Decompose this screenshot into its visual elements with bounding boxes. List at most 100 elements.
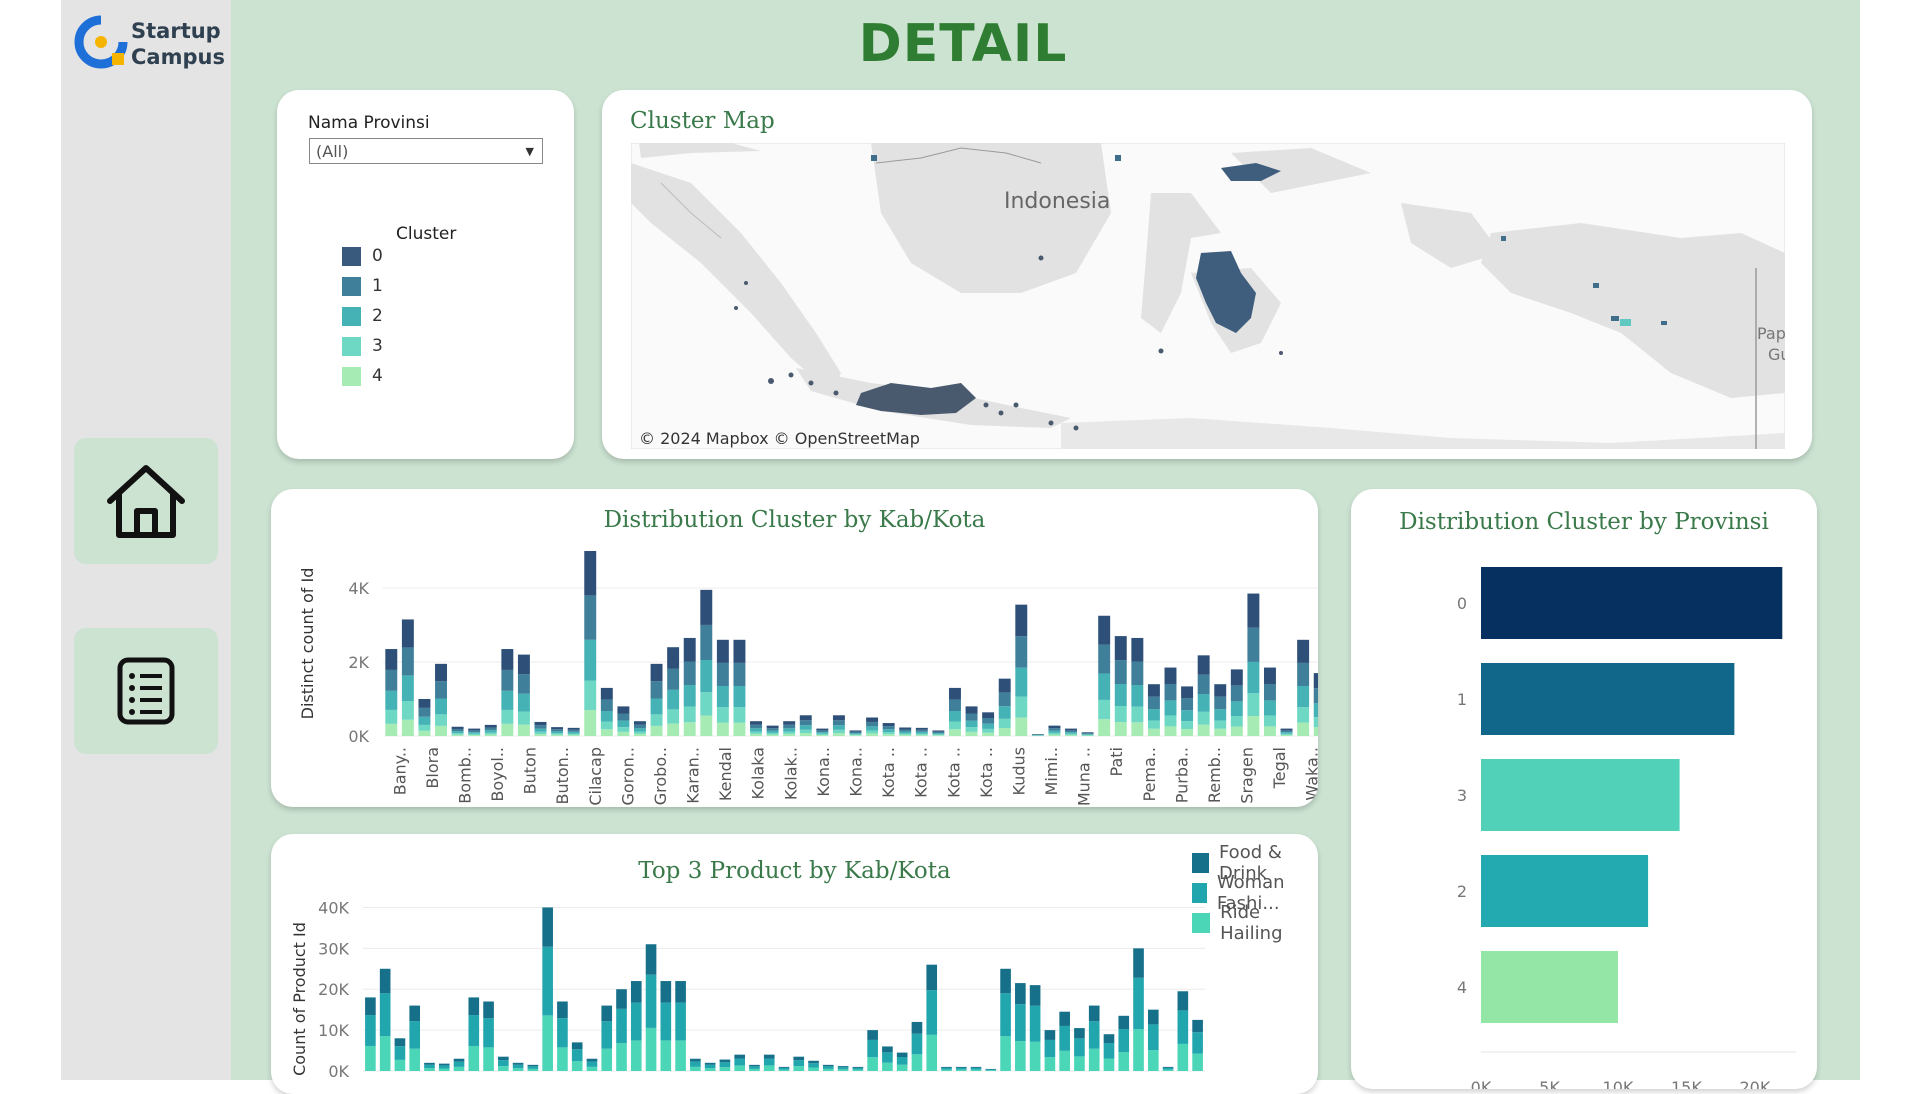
bar-segment [634, 721, 646, 725]
bar-segment [667, 709, 679, 723]
x-tick-label: Kota .. [879, 747, 898, 798]
bar-segment [1082, 733, 1094, 734]
bar-segment [1115, 636, 1127, 660]
bar-segment [1059, 1051, 1070, 1071]
cluster-legend-label: 3 [372, 336, 383, 356]
bar-segment [557, 1018, 568, 1047]
bar-segment [1198, 675, 1210, 694]
cluster-legend-swatch [342, 367, 361, 386]
map-credit: © 2024 Mapbox © OpenStreetMap [639, 429, 920, 448]
bar-segment [899, 727, 911, 729]
x-tick-label: Cilacap [586, 747, 605, 806]
province-dropdown-value: (All) [316, 142, 348, 161]
bar-segment [1048, 733, 1060, 735]
bar-segment [535, 729, 547, 732]
cluster-legend-item[interactable]: 0 [342, 245, 383, 267]
bar-segment [557, 1001, 568, 1018]
bar-segment [883, 729, 895, 732]
bar-segment [897, 1057, 908, 1065]
x-tick-label: Remb.. [1205, 747, 1224, 803]
bar-segment [1297, 663, 1309, 686]
bar-segment [1198, 655, 1210, 674]
bar-segment [402, 619, 414, 647]
x-tick-label: Kota .. [977, 747, 996, 798]
x-tick-label: Boyol.. [488, 747, 507, 802]
bar-segment [1065, 735, 1077, 736]
bar-segment [675, 1003, 686, 1041]
bar-segment [1163, 1068, 1174, 1070]
bar-segment [1165, 684, 1177, 700]
bar-segment [1074, 1056, 1085, 1071]
list-button[interactable] [74, 628, 218, 754]
bar-segment [409, 1006, 420, 1022]
x-tick-label: Purba.. [1172, 747, 1191, 803]
cluster-legend-item[interactable]: 1 [342, 275, 383, 297]
bar-segment [700, 716, 712, 736]
bar-segment [468, 734, 480, 735]
y-tick-label: 10K [318, 1021, 349, 1040]
bar-segment [749, 1065, 760, 1066]
bar-segment [926, 965, 937, 991]
bar-segment [1281, 732, 1293, 734]
bar-segment [601, 1021, 612, 1048]
bar-segment [1131, 661, 1143, 685]
bar-segment [853, 1068, 864, 1070]
bar-segment [557, 1047, 568, 1071]
bar-segment [690, 1067, 701, 1071]
y-tick-label: 40K [318, 898, 349, 917]
bar-segment [1048, 728, 1060, 730]
bar-segment [485, 734, 497, 736]
bar-segment [1148, 684, 1160, 696]
bar-segment [883, 723, 895, 726]
bar-segment [750, 728, 762, 731]
bar-segment [452, 731, 464, 733]
bar-segment [395, 1046, 406, 1060]
bar-segment [883, 734, 895, 736]
cluster-legend-item[interactable]: 3 [342, 335, 383, 357]
province-dropdown[interactable]: (All) ▼ [309, 138, 543, 164]
bar-segment [551, 735, 563, 736]
bar-segment [783, 728, 795, 731]
cluster-legend-title: Cluster [396, 224, 456, 244]
bar-segment [485, 733, 497, 735]
bar-segment [966, 714, 978, 721]
bar-segment [966, 721, 978, 728]
bar-segment [617, 732, 629, 736]
bar-segment [1059, 1012, 1070, 1026]
bar-segment [982, 733, 994, 736]
home-button[interactable] [74, 438, 218, 564]
bar-segment [838, 1067, 849, 1069]
bar-segment [1192, 1020, 1203, 1032]
bar-segment [616, 1009, 627, 1043]
bar-segment [966, 732, 978, 736]
bar-segment [690, 1059, 701, 1062]
bar-segment [518, 712, 530, 725]
bar-segment [867, 1040, 878, 1057]
bar-segment [1074, 1038, 1085, 1056]
bar-segment [717, 707, 729, 722]
bar-segment [1178, 991, 1189, 1010]
cluster-legend-item[interactable]: 2 [342, 305, 383, 327]
bar-segment [483, 1047, 494, 1071]
bar-segment [684, 722, 696, 736]
bar-segment [528, 1069, 539, 1071]
bar-segment [1181, 721, 1193, 729]
x-tick-label: Goron.. [618, 747, 637, 806]
map-card: Cluster Map [602, 90, 1812, 459]
bar-segment [897, 1065, 908, 1071]
bar-segment [1198, 694, 1210, 712]
bar-segment [941, 1070, 952, 1071]
bar-segment [1015, 697, 1027, 718]
bar-segment [932, 733, 944, 734]
bar-segment [498, 1057, 509, 1060]
bar-segment [1148, 1010, 1159, 1025]
cluster-legend-item[interactable]: 4 [342, 365, 383, 387]
bar-segment [833, 715, 845, 720]
cluster-map[interactable]: Indonesia Papu Gu [631, 143, 1785, 449]
bar-segment [1098, 616, 1110, 645]
bar-segment [684, 707, 696, 723]
